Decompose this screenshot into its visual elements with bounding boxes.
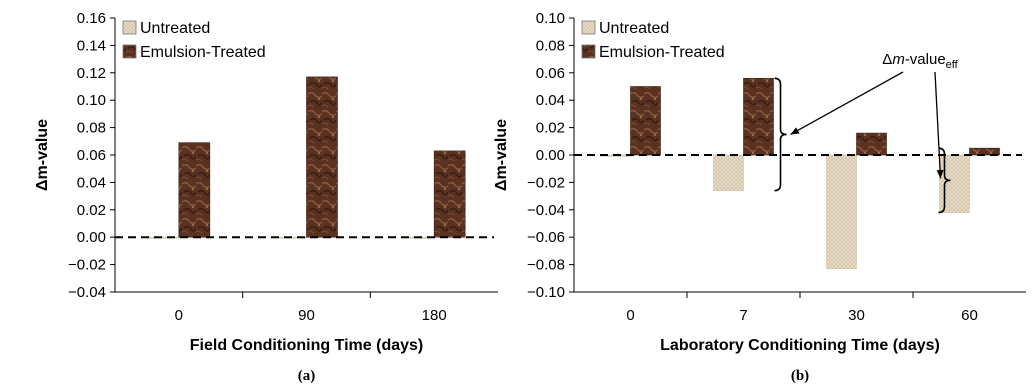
- x-tick-label: 0: [626, 307, 634, 324]
- panel-label: (b): [791, 368, 809, 384]
- bar-emulsion-treated-0: [178, 142, 211, 238]
- chart-panel-b: 0.10 0.08 0.06 0.04 0.02 0.00 −0.02 −0.04 −0.06 −…: [493, 10, 1026, 384]
- x-axis-title: Field Conditioning Time (days): [190, 337, 423, 354]
- legend: Untreated Emulsion-Treated: [581, 20, 725, 61]
- legend-swatch: [122, 44, 137, 59]
- y-tick-label: 0.02: [536, 120, 565, 137]
- legend-label: Emulsion-Treated: [140, 44, 266, 61]
- y-tick-label: 0.06: [77, 147, 106, 164]
- y-tick-label: −0.04: [527, 202, 565, 219]
- legend-label: Untreated: [140, 20, 210, 37]
- legend-label: Emulsion-Treated: [599, 44, 725, 61]
- bar-untreated-30: [826, 154, 857, 270]
- x-tick-label: 90: [298, 307, 315, 324]
- y-tick-label: 0.14: [77, 37, 106, 54]
- brace-day-60: [938, 147, 951, 214]
- x-tick-label: 30: [848, 307, 865, 324]
- bar-emulsion-treated-180: [433, 150, 466, 238]
- y-tick-label: 0.04: [77, 174, 106, 191]
- legend-swatch: [581, 20, 596, 35]
- y-tick-label: 0.04: [536, 92, 565, 109]
- bar-emulsion-treated-60: [969, 147, 1000, 156]
- y-tick-label: −0.06: [527, 229, 565, 246]
- y-tick-label: 0.12: [77, 65, 106, 82]
- y-tick-label: −0.02: [527, 174, 565, 191]
- y-tick-label: −0.02: [68, 257, 106, 274]
- y-tick-label: 0.10: [77, 92, 106, 109]
- x-tick-label: 180: [422, 307, 447, 324]
- y-tick-label: 0.10: [536, 10, 565, 27]
- annotation-arrow-to-day-7: [790, 71, 904, 136]
- y-tick-label: −0.08: [527, 257, 565, 274]
- y-tick-label: 0.00: [536, 147, 565, 164]
- x-tick-label: 7: [739, 307, 747, 324]
- bar-emulsion-treated-90: [306, 76, 338, 238]
- y-axis-title: Δm-value: [493, 119, 510, 191]
- y-tick-label: 0.08: [536, 37, 565, 54]
- bar-untreated-7: [713, 154, 744, 191]
- x-axis-title: Laboratory Conditioning Time (days): [660, 337, 940, 354]
- x-tick-label: 0: [175, 307, 183, 324]
- annotation-arrow-to-day-60: [934, 71, 942, 179]
- legend-label: Untreated: [599, 20, 669, 37]
- y-tick-label: −0.04: [68, 284, 106, 301]
- y-tick-label: 0.02: [77, 202, 106, 219]
- chart-panel-a: 0.16 0.14 0.12 0.10 0.08 0.06 0.04 0.02 0.00 −0.0…: [34, 10, 498, 384]
- annotation-label: Δm-valueeff: [882, 51, 958, 71]
- y-tick-label: 0.00: [77, 229, 106, 246]
- panel-label: (a): [298, 368, 316, 384]
- legend-swatch: [581, 44, 596, 59]
- brace-day-7: [774, 77, 787, 192]
- annotation-arrow-to-day-60-head: [936, 169, 944, 179]
- y-tick-label: 0.08: [77, 120, 106, 137]
- bar-emulsion-treated-0: [630, 86, 661, 156]
- bar-emulsion-treated-30: [856, 132, 887, 156]
- bar-emulsion-treated-7: [743, 77, 774, 156]
- annotation-delta-m-eff: Δm-valueeff: [774, 51, 959, 214]
- y-tick-label: 0.16: [77, 10, 106, 27]
- legend: Untreated Emulsion-Treated: [122, 20, 266, 61]
- y-tick-label: 0.06: [536, 65, 565, 82]
- annotation-arrow-to-day-7-head: [790, 127, 800, 135]
- y-axis-title: Δm-value: [34, 119, 51, 191]
- legend-swatch: [122, 20, 137, 35]
- y-tick-label: −0.10: [527, 284, 565, 301]
- x-tick-label: 60: [961, 307, 978, 324]
